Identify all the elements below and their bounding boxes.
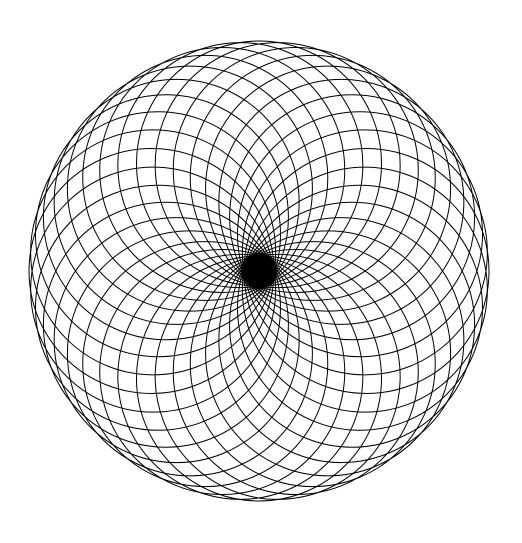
torus-wireframe-diagram	[0, 0, 522, 543]
torus-center-dot	[241, 253, 277, 289]
